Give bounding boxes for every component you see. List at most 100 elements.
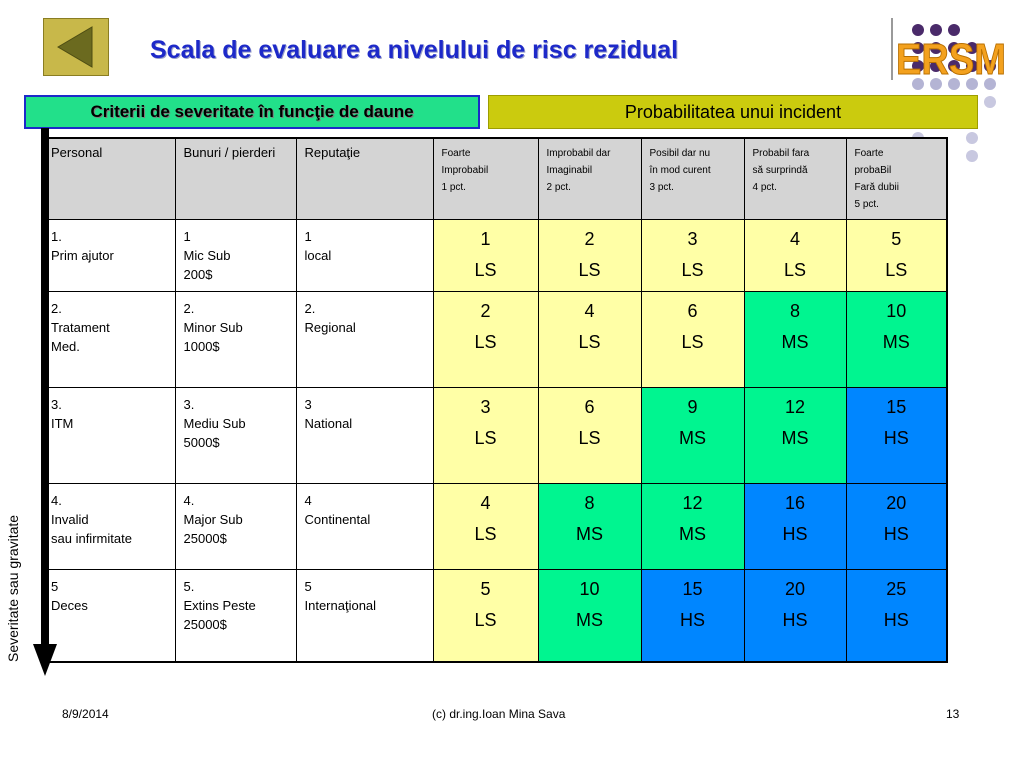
risk-cell: 15 HS bbox=[640, 569, 745, 662]
criteria-cell-line: Internaţional bbox=[304, 598, 377, 613]
criteria-cell-line: 3 bbox=[304, 397, 312, 412]
page-title: Scala de evaluare a nivelului de risc re… bbox=[150, 36, 679, 64]
criteria-cell-reputatie: 1 local bbox=[295, 219, 434, 292]
column-header-probability: Foarte Improbabil 1 pct. bbox=[432, 137, 539, 220]
criteria-cell-personal: 3. ITM bbox=[41, 387, 176, 484]
criteria-cell-line: Mediu Sub bbox=[183, 416, 246, 431]
risk-cell: 10 MS bbox=[845, 291, 948, 388]
risk-score: 10 bbox=[886, 301, 907, 321]
risk-level: LS bbox=[783, 260, 807, 280]
risk-cell: 16 HS bbox=[743, 483, 847, 570]
risk-cell: 3 LS bbox=[640, 219, 745, 292]
table-row: 5 Deces 5. Extins Peste 25000$ 5 Internaţional… bbox=[41, 569, 948, 662]
criteria-cell-line: local bbox=[304, 248, 332, 263]
risk-cell: 1 LS bbox=[432, 219, 539, 292]
probability-header-line: Foarte bbox=[441, 148, 471, 159]
table-row: 4. Invalid sau infirmitate 4. Major Sub 25000… bbox=[41, 483, 948, 570]
risk-level: MS bbox=[781, 332, 809, 352]
risk-cell: 4 LS bbox=[537, 291, 642, 388]
risk-score: 4 bbox=[789, 229, 800, 249]
risk-cell: 6 LS bbox=[640, 291, 745, 388]
risk-cell: 3 LS bbox=[432, 387, 539, 484]
criteria-cell-line: Extins Peste bbox=[183, 598, 256, 613]
probability-header-line: 4 pct. bbox=[752, 182, 777, 193]
criteria-cell-reputatie: 5 Internaţional bbox=[295, 569, 434, 662]
risk-cell: 10 MS bbox=[537, 569, 642, 662]
risk-level: LS bbox=[885, 260, 908, 280]
risk-level: LS bbox=[681, 332, 704, 352]
risk-level: HS bbox=[679, 610, 705, 630]
criteria-cell-line: 3. bbox=[183, 397, 195, 412]
risk-cell: 20 HS bbox=[845, 483, 948, 570]
criteria-cell-line: Invalid bbox=[51, 512, 89, 527]
risk-score: 10 bbox=[579, 579, 600, 599]
risk-level: LS bbox=[578, 260, 601, 280]
criteria-cell-line: 5 bbox=[304, 579, 312, 594]
criteria-cell-line: Regional bbox=[304, 320, 356, 335]
criteria-cell-line: 1 bbox=[304, 229, 312, 244]
criteria-cell-line: Med. bbox=[51, 339, 80, 354]
criteria-cell-line: Prim ajutor bbox=[51, 248, 114, 263]
criteria-cell-personal: 2. Tratament Med. bbox=[41, 291, 176, 388]
risk-cell: 5 LS bbox=[845, 219, 948, 292]
risk-cell: 15 HS bbox=[845, 387, 948, 484]
criteria-cell-line: 2. bbox=[304, 301, 316, 316]
risk-level: LS bbox=[681, 260, 704, 280]
risk-level: HS bbox=[782, 610, 808, 630]
risk-score: 2 bbox=[584, 229, 595, 249]
criteria-cell-line: 2. bbox=[51, 301, 62, 316]
risk-cell: 4 LS bbox=[743, 219, 847, 292]
footer-date: 8/9/2014 bbox=[62, 707, 109, 721]
probability-header-line: Imaginabil bbox=[546, 165, 593, 176]
risk-score: 15 bbox=[682, 579, 703, 599]
risk-level: MS bbox=[781, 428, 809, 448]
risk-level: LS bbox=[474, 260, 497, 280]
probability-header-line: 5 pct. bbox=[854, 199, 879, 210]
criteria-cell-line: 1 bbox=[183, 229, 191, 244]
probability-header-line: Posibil dar nu bbox=[649, 148, 711, 159]
criteria-cell-personal: 5 Deces bbox=[41, 569, 176, 662]
risk-score: 4 bbox=[480, 493, 491, 513]
risk-cell: 20 HS bbox=[743, 569, 847, 662]
criteria-cell-bunuri: 1 Mic Sub 200$ bbox=[174, 219, 297, 292]
column-header-probability: Posibil dar nu în mod curent 3 pct. bbox=[640, 137, 745, 220]
risk-cell: 5 LS bbox=[432, 569, 539, 662]
criteria-cell-line: 4. bbox=[183, 493, 195, 508]
risk-score: 25 bbox=[886, 579, 907, 599]
risk-score: 2 bbox=[480, 301, 491, 321]
criteria-cell-line: 200$ bbox=[183, 267, 213, 282]
criteria-cell-reputatie: 2. Regional bbox=[295, 291, 434, 388]
risk-cell: 25 HS bbox=[845, 569, 948, 662]
risk-cell: 2 LS bbox=[537, 219, 642, 292]
risk-cell: 6 LS bbox=[537, 387, 642, 484]
risk-level: HS bbox=[883, 610, 909, 630]
risk-level: MS bbox=[882, 332, 910, 352]
criteria-cell-line: sau infirmitate bbox=[51, 531, 132, 546]
column-header-criteria: Personal bbox=[41, 137, 176, 220]
risk-score: 5 bbox=[480, 579, 491, 599]
criteria-cell-reputatie: 4 Continental bbox=[295, 483, 434, 570]
risk-level: HS bbox=[883, 428, 909, 448]
criteria-cell-line: Major Sub bbox=[183, 512, 243, 527]
risk-cell: 12 MS bbox=[743, 387, 847, 484]
probability-header-line: Improbabil dar bbox=[546, 148, 611, 159]
severity-arrow-icon bbox=[33, 128, 57, 676]
column-header-label: Personal bbox=[51, 145, 103, 160]
criteria-cell-bunuri: 4. Major Sub 25000$ bbox=[174, 483, 297, 570]
column-header-probability: Probabil fara să surprindă 4 pct. bbox=[743, 137, 847, 220]
probability-header-line: Foarte bbox=[854, 148, 884, 159]
column-header-criteria: Bunuri / pierderi bbox=[174, 137, 297, 220]
severity-axis-label: Severitate sau gravitate bbox=[5, 514, 21, 662]
risk-score: 8 bbox=[789, 301, 800, 321]
probability-header-line: 2 pct. bbox=[546, 182, 571, 193]
risk-level: LS bbox=[474, 524, 497, 544]
probability-header-line: în mod curent bbox=[649, 165, 711, 176]
criteria-cell-bunuri: 5. Extins Peste 25000$ bbox=[174, 569, 297, 662]
back-button[interactable] bbox=[43, 18, 109, 76]
risk-level: HS bbox=[883, 524, 909, 544]
risk-level: HS bbox=[782, 524, 808, 544]
risk-level: LS bbox=[474, 332, 497, 352]
risk-cell: 9 MS bbox=[640, 387, 745, 484]
risk-score: 8 bbox=[584, 493, 595, 513]
column-header-probability: Improbabil dar Imaginabil 2 pct. bbox=[537, 137, 642, 220]
